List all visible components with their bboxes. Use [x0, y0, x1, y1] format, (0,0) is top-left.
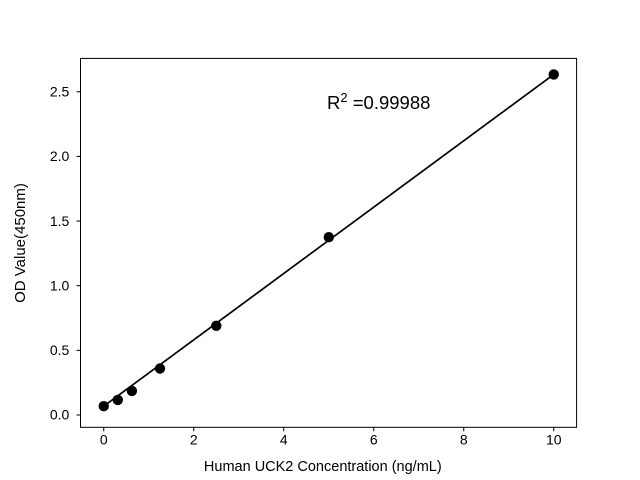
svg-text:6: 6 — [370, 432, 378, 448]
svg-text:8: 8 — [460, 432, 468, 448]
svg-text:10: 10 — [546, 432, 562, 448]
svg-text:1.5: 1.5 — [50, 213, 70, 229]
svg-text:OD Value(450nm): OD Value(450nm) — [12, 183, 29, 303]
svg-text:R2 =0.99988: R2 =0.99988 — [327, 90, 430, 113]
svg-text:0.5: 0.5 — [50, 342, 70, 358]
svg-text:4: 4 — [280, 432, 288, 448]
svg-text:2: 2 — [190, 432, 198, 448]
svg-text:2.5: 2.5 — [50, 84, 70, 100]
svg-text:2.0: 2.0 — [50, 148, 70, 164]
svg-text:1.0: 1.0 — [50, 277, 70, 293]
svg-text:0: 0 — [100, 432, 108, 448]
svg-text:0.0: 0.0 — [50, 407, 70, 423]
svg-text:Human UCK2 Concentration (ng/m: Human UCK2 Concentration (ng/mL) — [204, 459, 442, 475]
